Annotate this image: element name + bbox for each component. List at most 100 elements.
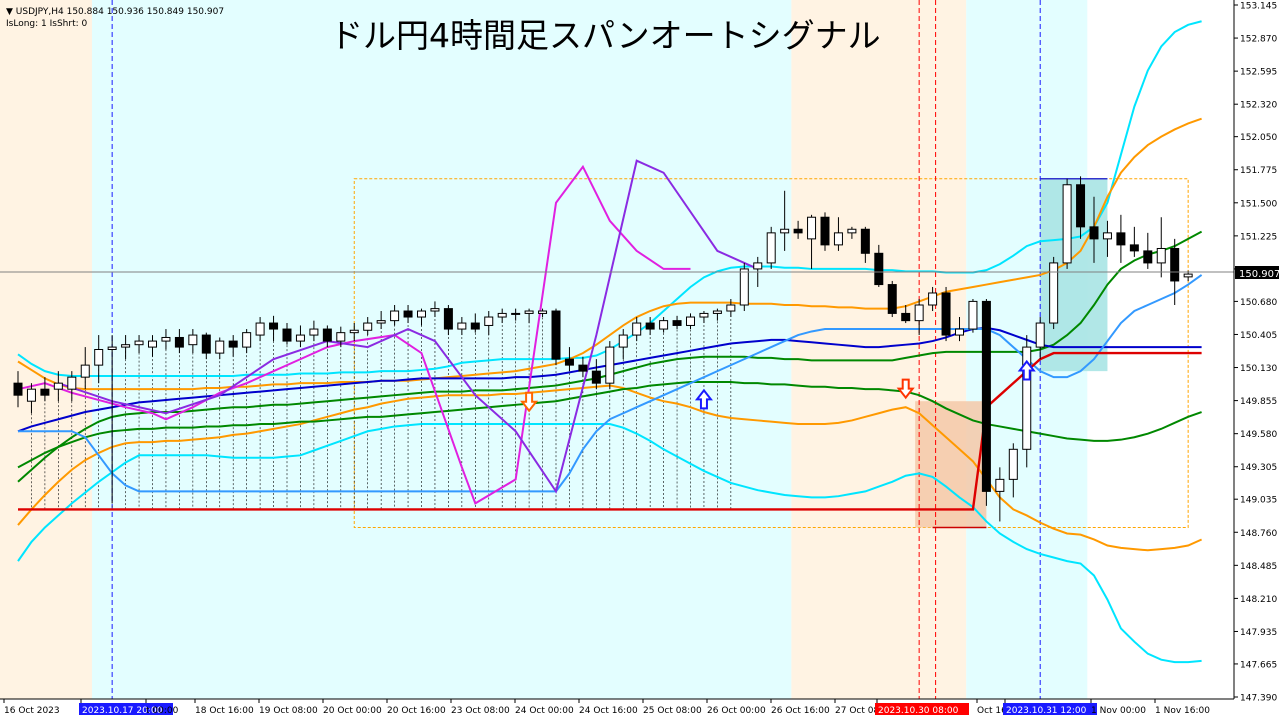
candle[interactable] bbox=[403, 305, 413, 324]
candle[interactable] bbox=[807, 214, 817, 269]
candle-body bbox=[26, 388, 36, 402]
candle[interactable] bbox=[1022, 335, 1032, 468]
candle[interactable] bbox=[914, 298, 924, 336]
candle[interactable] bbox=[1102, 220, 1112, 257]
candle[interactable] bbox=[242, 329, 252, 354]
candle[interactable] bbox=[645, 317, 655, 336]
candle[interactable] bbox=[739, 262, 749, 312]
candle[interactable] bbox=[188, 329, 198, 354]
candle[interactable] bbox=[1008, 443, 1018, 498]
candle[interactable] bbox=[295, 325, 305, 348]
candle-body bbox=[255, 322, 265, 336]
candle[interactable] bbox=[955, 317, 964, 342]
candle[interactable] bbox=[40, 377, 50, 402]
candle[interactable] bbox=[417, 308, 426, 326]
candle[interactable] bbox=[430, 301, 440, 318]
candle[interactable] bbox=[148, 335, 157, 357]
candle[interactable] bbox=[712, 308, 722, 321]
candle[interactable] bbox=[1143, 232, 1153, 269]
candle[interactable] bbox=[13, 371, 23, 408]
candle[interactable] bbox=[1089, 196, 1099, 263]
candle[interactable] bbox=[161, 329, 171, 350]
candle[interactable] bbox=[26, 383, 36, 414]
candle[interactable] bbox=[363, 317, 373, 336]
candle[interactable] bbox=[67, 371, 77, 402]
candle[interactable] bbox=[793, 220, 803, 239]
candle[interactable] bbox=[780, 190, 790, 251]
candle[interactable] bbox=[564, 347, 574, 372]
candle[interactable] bbox=[591, 359, 601, 390]
candle[interactable] bbox=[605, 341, 615, 390]
candle[interactable] bbox=[672, 315, 682, 330]
candle[interactable] bbox=[390, 305, 400, 326]
candle[interactable] bbox=[726, 298, 736, 318]
candle[interactable] bbox=[484, 311, 494, 336]
candle[interactable] bbox=[255, 317, 265, 342]
candle-body bbox=[860, 228, 870, 254]
candle[interactable] bbox=[511, 308, 521, 321]
candle[interactable] bbox=[174, 329, 184, 354]
candle[interactable] bbox=[443, 305, 453, 336]
candle[interactable] bbox=[766, 226, 776, 269]
candle[interactable] bbox=[1035, 317, 1045, 360]
candle[interactable] bbox=[228, 335, 238, 357]
candle[interactable] bbox=[551, 308, 561, 366]
candle[interactable] bbox=[470, 313, 480, 333]
candle[interactable] bbox=[860, 226, 870, 263]
time-marker-label: 2023.10.17 20:00 bbox=[82, 706, 163, 716]
candle[interactable] bbox=[349, 323, 359, 342]
candle[interactable] bbox=[995, 467, 1005, 522]
candle[interactable] bbox=[497, 308, 507, 324]
candle[interactable] bbox=[887, 280, 897, 318]
candle[interactable] bbox=[94, 335, 104, 384]
candle[interactable] bbox=[336, 326, 346, 348]
candle[interactable] bbox=[874, 244, 884, 287]
candle[interactable] bbox=[201, 332, 211, 360]
candle[interactable] bbox=[134, 335, 144, 354]
candle[interactable] bbox=[901, 305, 911, 324]
vertical-markers bbox=[111, 0, 1041, 699]
candles[interactable] bbox=[13, 176, 1193, 522]
candle[interactable] bbox=[928, 286, 938, 312]
candle[interactable] bbox=[981, 298, 991, 506]
candle[interactable] bbox=[820, 212, 830, 251]
candle[interactable] bbox=[686, 313, 695, 330]
indicator-line bbox=[18, 351, 1202, 511]
candle[interactable] bbox=[968, 298, 978, 333]
candle-body bbox=[174, 336, 184, 348]
candle[interactable] bbox=[524, 308, 534, 324]
candle[interactable] bbox=[107, 335, 117, 504]
candle[interactable] bbox=[1049, 256, 1059, 330]
candle[interactable] bbox=[833, 217, 843, 251]
buy-arrow-icon bbox=[1017, 359, 1036, 381]
candle[interactable] bbox=[376, 311, 386, 330]
candle[interactable] bbox=[618, 329, 628, 360]
candle[interactable] bbox=[269, 315, 279, 342]
candle-body bbox=[1076, 184, 1086, 228]
candle[interactable] bbox=[847, 226, 857, 239]
time-tick-label: 1 Nov 16:00 bbox=[1155, 706, 1210, 716]
candle[interactable] bbox=[1062, 178, 1072, 269]
candle[interactable] bbox=[457, 317, 467, 336]
candle-body bbox=[1062, 184, 1072, 264]
candle[interactable] bbox=[538, 308, 548, 318]
candle[interactable] bbox=[80, 347, 90, 390]
candle[interactable] bbox=[322, 325, 332, 348]
candle[interactable] bbox=[121, 335, 131, 360]
candle[interactable] bbox=[941, 286, 951, 342]
candle[interactable] bbox=[1116, 214, 1126, 263]
time-tick-label: 27 Oct 08: bbox=[835, 706, 882, 716]
candle[interactable] bbox=[1156, 217, 1166, 278]
candle[interactable] bbox=[659, 317, 669, 333]
candle[interactable] bbox=[699, 311, 709, 324]
candle[interactable] bbox=[1129, 226, 1139, 257]
candle[interactable] bbox=[578, 356, 588, 378]
candle[interactable] bbox=[215, 337, 225, 360]
candle[interactable] bbox=[1076, 176, 1086, 239]
candle[interactable] bbox=[632, 317, 642, 342]
candle[interactable] bbox=[53, 371, 63, 402]
candle[interactable] bbox=[309, 320, 319, 342]
candle[interactable] bbox=[282, 323, 292, 345]
